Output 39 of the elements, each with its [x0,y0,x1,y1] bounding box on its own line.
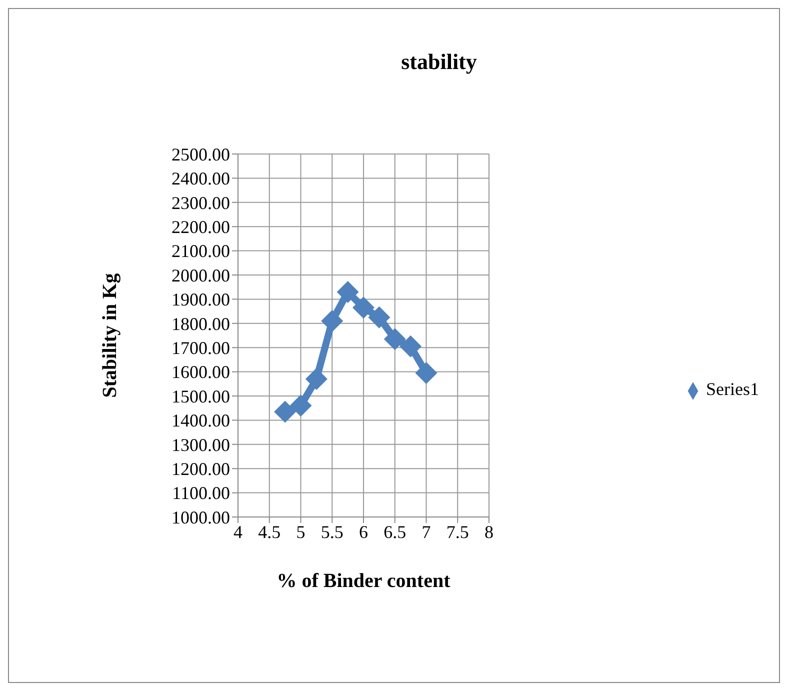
y-tick-label: 2400.00 [172,168,230,189]
y-tick-label: 2300.00 [172,192,230,213]
x-tick-label: 7 [422,522,431,542]
y-tick-label: 1200.00 [172,458,230,479]
y-tick-label: 1000.00 [172,507,230,528]
y-tick-label: 2200.00 [172,216,230,237]
x-tick-label: 6.5 [384,522,406,542]
y-tick-label: 1600.00 [172,362,230,382]
y-tick-label: 1700.00 [172,338,230,358]
point [352,296,374,319]
y-tick-label: 1400.00 [172,410,230,431]
point [336,280,359,303]
y-tick-label: 2100.00 [172,241,230,262]
y-tick-label: 1100.00 [172,483,230,504]
point [321,310,344,332]
x-tick-label: 8 [484,522,494,542]
y-tick-label: 1500.00 [172,386,230,406]
point [415,362,438,384]
point [400,335,422,358]
x-tick-label: 6 [359,522,368,542]
point [290,394,312,417]
point [384,328,406,350]
x-tick-label: 5 [296,522,306,542]
x-tick-label: 5.5 [320,522,344,542]
y-tick-label: 2500.00 [172,144,230,164]
y-tick-label: 1300.00 [172,434,230,455]
x-tick-label: 7.5 [446,522,469,542]
legend-label: Series1 [706,379,759,399]
y-tick-label: 1900.00 [172,290,230,310]
x-axis-title: % of Binder content [276,570,451,592]
x-tick-label: 4.5 [258,522,281,542]
y-tick-label: 1800.00 [172,314,230,334]
chart-title: stability [400,49,478,75]
y-axis-title: Stability in Kg [99,273,122,398]
x-tick-label: 4 [234,522,242,542]
point [368,306,390,328]
point [274,400,296,423]
point [305,368,328,390]
y-tick-label: 2000.00 [172,265,230,286]
